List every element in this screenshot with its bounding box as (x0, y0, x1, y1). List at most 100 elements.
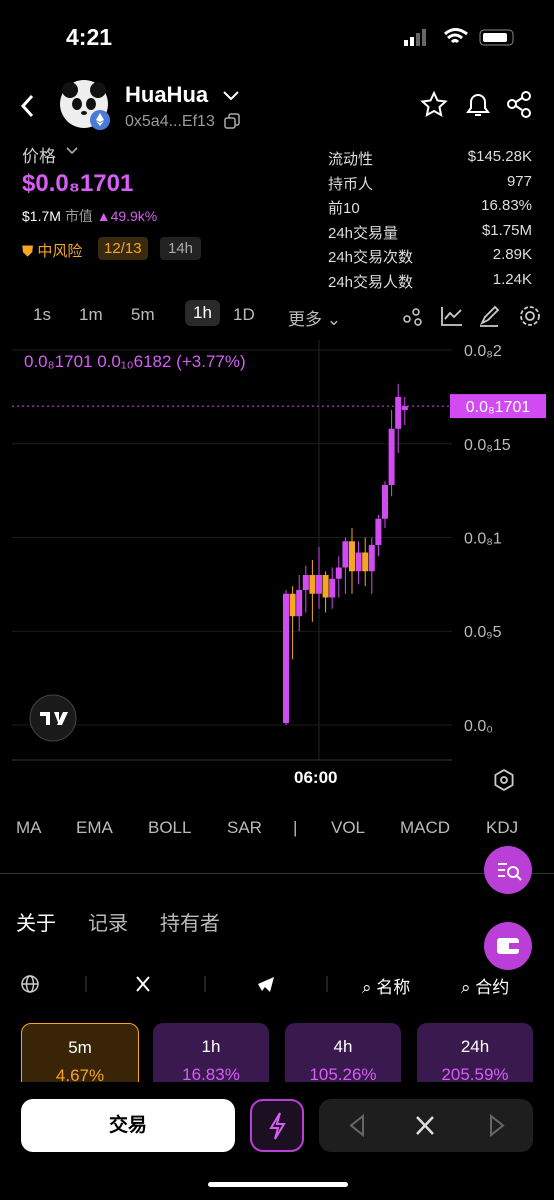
change-card[interactable]: 24h 205.59% (417, 1023, 533, 1093)
status-icons (404, 28, 514, 46)
candle-body (283, 593, 289, 724)
indicator-tab[interactable]: BOLL (148, 818, 192, 837)
risk-badge[interactable]: ⛊ 中风险 (22, 243, 83, 260)
candle-body (375, 518, 382, 546)
indicator-tab[interactable]: | (293, 818, 298, 837)
market-cap: $1.7M 市值 ▲49.9k% (22, 206, 157, 226)
market-cap-value: $1.7M (22, 208, 61, 224)
candle-body (309, 574, 316, 594)
link-button[interactable]: ⌕ 名称 (362, 978, 411, 997)
candle-body (349, 541, 355, 572)
candle-body (322, 574, 329, 598)
candle-body (296, 589, 303, 617)
chart-legend: 0.0₈1701 0.0₁₀6182 (+3.77%) (24, 352, 246, 371)
y-tick-label: 0.0₈15 (464, 437, 511, 454)
candle-body (395, 396, 402, 429)
candle-body (329, 578, 336, 598)
timeframe-tab[interactable]: 1m (79, 305, 103, 324)
quick-trade-button[interactable] (250, 1099, 304, 1152)
info-tab[interactable]: 持有者 (160, 913, 220, 935)
change-card[interactable]: 4h 105.26% (285, 1023, 401, 1093)
trade-button[interactable]: 交易 (21, 1099, 235, 1152)
stat-value: $1.75M (481, 221, 532, 239)
indicator-tab[interactable]: MA (16, 818, 42, 837)
stat-label: 流动性 (328, 151, 374, 168)
card-period: 24h (460, 1037, 490, 1056)
nav-controls[interactable] (319, 1099, 533, 1152)
chart-tools[interactable] (402, 305, 542, 327)
token-name[interactable]: HuaHua (125, 82, 209, 107)
timeframe-tab[interactable]: 更多 ⌄ (288, 310, 341, 329)
stat-value: 16.83% (481, 197, 532, 214)
candle-body (401, 406, 408, 411)
search-fab[interactable] (484, 846, 532, 894)
token-age: 14h (160, 237, 202, 260)
status-time: 4:21 (66, 24, 113, 50)
stat-value: 1.24K (492, 270, 532, 288)
card-period: 5m (68, 1038, 92, 1057)
stat-label: 持币人 (328, 175, 374, 193)
stat-label: 24h交易量 (328, 224, 399, 242)
social-links[interactable] (20, 973, 330, 995)
card-change: 16.83% (182, 1065, 240, 1084)
card-period: 1h (201, 1037, 221, 1056)
change-value: 49.9k% (110, 208, 158, 224)
current-price: $0.0₈1701 (22, 170, 134, 197)
risk-score: 12/13 (98, 237, 148, 260)
back-button[interactable] (18, 92, 38, 120)
candle-body (382, 485, 388, 519)
dropdown-icon[interactable] (222, 90, 240, 102)
market-cap-change: ▲49.9k% (96, 208, 158, 224)
change-card[interactable]: 1h 16.83% (153, 1023, 269, 1093)
stat-label: 前10 (328, 200, 360, 217)
y-tick-label: 0.0₈1 (464, 531, 502, 548)
candle-body (355, 552, 362, 572)
stat-label: 24h交易次数 (328, 249, 414, 266)
y-tick-label: 0.0₉5 (464, 624, 502, 641)
copy-icon[interactable] (224, 113, 240, 129)
x-time-label: 06:00 (294, 768, 338, 787)
settings-icon[interactable] (492, 768, 516, 792)
card-change: 105.26% (309, 1065, 377, 1084)
stat-value: $145.28K (467, 148, 532, 165)
indicator-tab[interactable]: EMA (76, 818, 113, 837)
link-button[interactable]: ⌕ 合约 (461, 978, 510, 997)
card-period: 4h (333, 1037, 353, 1056)
candle-body (388, 428, 395, 486)
y-tick-label: 0.0₀ (464, 718, 493, 735)
price-label[interactable]: 价格 (22, 147, 56, 166)
y-tick-label: 0.0₈2 (464, 343, 502, 360)
candle-body (302, 574, 309, 590)
header-actions[interactable] (420, 90, 536, 120)
timeframe-tab[interactable]: 5m (131, 305, 155, 324)
info-tab[interactable]: 关于 (16, 913, 56, 935)
indicator-tab[interactable]: KDJ (486, 818, 519, 837)
divider (0, 873, 554, 874)
candle-body (316, 574, 322, 594)
candle-body (368, 545, 375, 572)
token-avatar (60, 80, 110, 130)
link-text: 合约 (475, 978, 510, 997)
card-change: 4.67% (55, 1066, 105, 1085)
market-cap-label: 市值 (64, 208, 93, 224)
tradingview-logo (29, 694, 77, 742)
dropdown-icon[interactable] (66, 146, 78, 156)
stat-value: 2.89K (492, 246, 532, 263)
timeframe-tab[interactable]: 1s (33, 305, 51, 324)
last-price-tag (450, 394, 546, 419)
timeframe-tab[interactable]: 1h (185, 300, 220, 326)
wallet-fab[interactable] (484, 922, 532, 970)
candle-body (289, 593, 296, 617)
indicator-tab[interactable]: VOL (331, 818, 366, 837)
candle-body (362, 552, 369, 572)
indicator-tab[interactable]: MACD (400, 818, 451, 837)
link-text: 名称 (376, 978, 411, 997)
indicator-tab[interactable]: SAR (227, 818, 262, 837)
timeframe-tab[interactable]: 1D (233, 305, 255, 324)
candle-body (335, 567, 342, 579)
stat-label: 24h交易人数 (328, 273, 414, 291)
info-tab[interactable]: 记录 (88, 913, 128, 935)
risk-text: 中风险 (37, 243, 83, 260)
candle-body (342, 541, 349, 568)
